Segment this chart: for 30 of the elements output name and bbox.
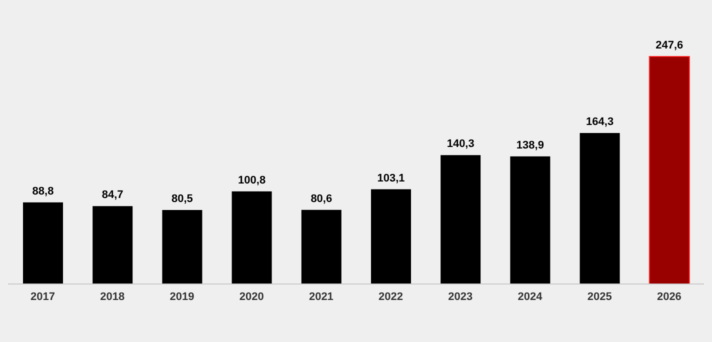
bar	[92, 206, 133, 284]
data-label: 100,8	[238, 174, 266, 186]
data-label: 103,1	[377, 172, 405, 184]
x-tick-label: 2026	[656, 290, 682, 303]
data-label: 88,8	[32, 185, 54, 198]
x-tick-label: 2023	[448, 290, 473, 303]
bar	[232, 191, 272, 284]
data-label: 80,5	[171, 193, 193, 206]
bar	[301, 210, 342, 284]
bar	[371, 189, 411, 284]
x-tick-label: 2022	[378, 290, 404, 303]
bar	[580, 133, 620, 284]
x-tick-label: 2020	[239, 290, 264, 303]
data-label: 140,3	[446, 138, 474, 150]
data-label: 164,3	[586, 116, 614, 128]
x-tick-label: 2024	[518, 290, 544, 303]
x-tick-label: 2017	[30, 290, 56, 303]
x-tick-label: 2018	[100, 290, 125, 303]
bar	[440, 155, 481, 284]
data-label: 84,7	[102, 189, 124, 202]
bar	[510, 156, 550, 284]
x-tick-label: 2019	[170, 290, 194, 303]
bar	[162, 210, 202, 284]
x-tick-label: 2021	[308, 290, 334, 303]
x-tick-label: 2025	[587, 290, 612, 303]
data-label: 138,9	[516, 139, 544, 152]
data-label: 80,6	[310, 192, 332, 205]
data-label: 247,6	[656, 39, 684, 52]
bar	[23, 202, 63, 284]
bar	[648, 56, 690, 284]
